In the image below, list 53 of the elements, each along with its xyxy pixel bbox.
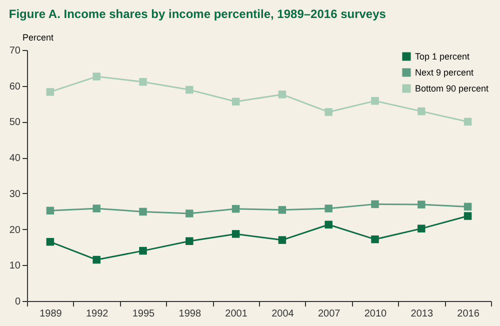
point (464, 118, 472, 126)
point (46, 238, 54, 246)
point (92, 204, 100, 212)
x-tick-label: 2001 (225, 308, 248, 320)
legend-label: Next 9 percent (415, 68, 474, 78)
legend-label: Bottom 90 percent (415, 84, 490, 94)
y-tick-label: 50 (9, 117, 21, 128)
x-tick-label: 2004 (272, 308, 294, 320)
point (46, 206, 54, 215)
point (232, 98, 240, 106)
point (232, 230, 240, 238)
point (324, 108, 332, 116)
x-tick-label: 2013 (410, 308, 434, 320)
point (464, 212, 472, 220)
y-tick-label: 0 (14, 296, 21, 308)
y-tick-label: 30 (9, 188, 21, 200)
point (278, 90, 286, 98)
point (278, 206, 286, 214)
y-tick-label: 60 (9, 81, 21, 92)
x-tick-label: 2016 (457, 308, 480, 320)
point (232, 204, 240, 213)
point (371, 200, 379, 208)
point (186, 86, 194, 94)
point (418, 200, 426, 208)
point (371, 235, 379, 244)
point (324, 204, 332, 212)
x-tick-label: 2010 (364, 308, 388, 320)
point (418, 107, 426, 116)
point (371, 97, 379, 105)
point (418, 224, 426, 232)
y-tick-label: 40 (9, 153, 21, 164)
y-axis-title: Percent (22, 32, 54, 42)
point (186, 210, 194, 218)
x-tick-label: 1989 (40, 308, 62, 320)
point (92, 72, 100, 80)
x-tick-label: 1995 (132, 308, 156, 320)
x-tick-label: 1998 (178, 308, 202, 320)
y-tick-label: 20 (9, 224, 21, 236)
point (324, 220, 332, 228)
point (139, 78, 147, 86)
point (278, 236, 286, 244)
y-tick-label: 10 (9, 260, 21, 272)
x-tick-label: 1992 (86, 308, 109, 320)
legend-label: Top 1 percent (415, 52, 470, 62)
y-tick-label: 70 (9, 46, 21, 56)
chart-title: Figure A. Income shares by income percentile, 1989–2016 surveys (8, 7, 386, 21)
point (139, 246, 147, 255)
point (464, 202, 472, 211)
point (92, 256, 100, 264)
point (186, 237, 194, 245)
point (46, 88, 54, 96)
x-tick-label: 2007 (318, 308, 341, 320)
point (139, 208, 147, 216)
